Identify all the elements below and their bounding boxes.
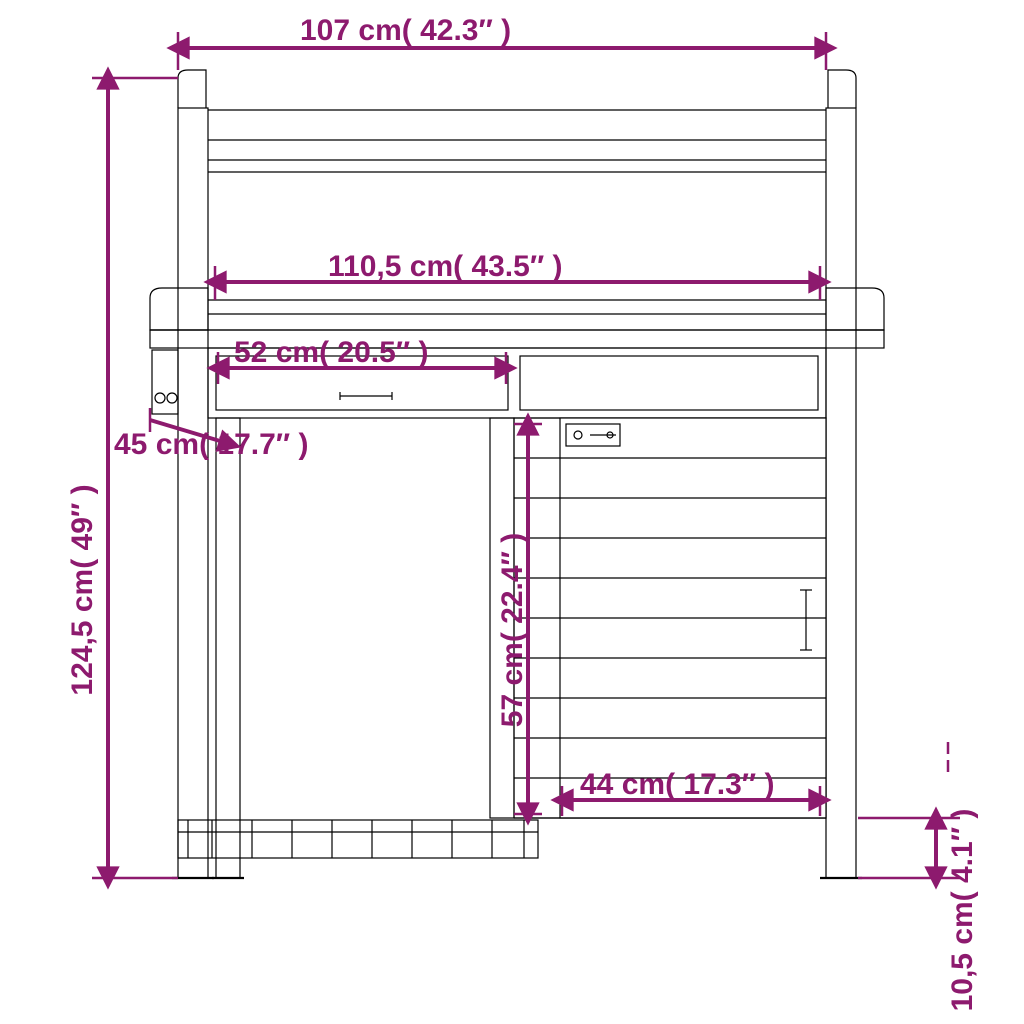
dimension-labels: 107 cm( 42.3″ ) 110,5 cm( 43.5″ ) 52 cm(…	[66, 14, 979, 1011]
label-depth: 45 cm( 17.7″ )	[114, 428, 308, 461]
furniture-drawing	[150, 70, 884, 878]
label-floor-gap: 10,5 cm( 4.1″ )	[946, 809, 979, 1012]
label-cabinet-width: 44 cm( 17.3″ )	[580, 768, 774, 801]
label-total-height: 124,5 cm( 49″ )	[66, 484, 99, 695]
label-cabinet-height: 57 cm( 22.4″ )	[496, 533, 529, 727]
label-drawer-width: 52 cm( 20.5″ )	[234, 336, 428, 369]
label-top-width: 107 cm( 42.3″ )	[300, 14, 511, 47]
label-worktop-width: 110,5 cm( 43.5″ )	[328, 250, 563, 283]
